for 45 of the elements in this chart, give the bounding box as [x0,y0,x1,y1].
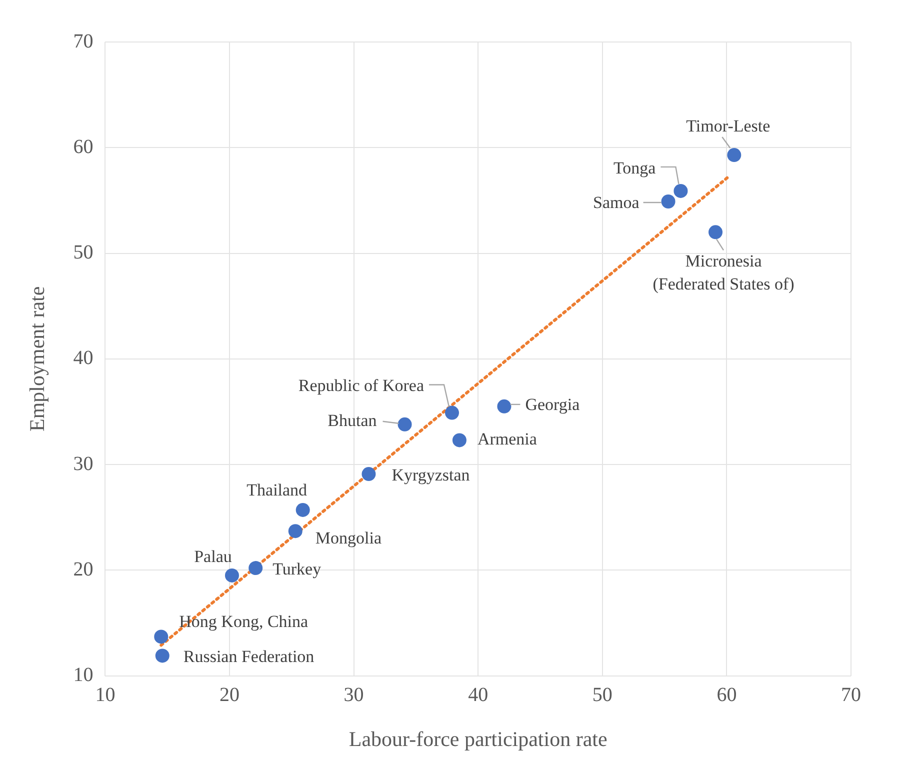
point [661,194,676,209]
point [497,399,512,414]
y-tick-label: 70 [73,30,94,52]
annotation: Turkey [272,560,322,579]
x-tick-label: 10 [95,684,116,706]
annotation: Thailand [246,480,308,500]
x-tick-label: 50 [592,684,612,706]
x-axis-title: Labour-force participation rate [348,726,608,751]
annotation: Georgia [525,394,580,414]
annotation: Armenia [477,430,538,449]
x-tick-label: 20 [220,684,240,706]
annotation: Palau [194,546,232,566]
point [674,184,688,198]
annotation: Bhutan [328,410,378,430]
annotation: Kyrgyzstan [392,466,470,485]
annotation: Micronesia (Federated States of) [652,252,794,294]
y-tick-label: 40 [73,347,94,370]
x-tick-label: 30 [344,684,364,706]
point [362,467,376,482]
point [452,433,466,448]
annotation: Timor-Leste [686,116,770,136]
annotation: Tonga [613,158,656,178]
y-tick-label: 60 [73,136,94,158]
point [155,648,170,663]
x-tick-label: 40 [468,684,488,706]
point [398,417,412,432]
annotation: Samoa [593,192,640,212]
y-tick-label: 30 [73,452,94,475]
annotation: Russian Federation [183,647,315,666]
point [224,568,239,582]
point [727,148,742,162]
point [444,406,459,420]
y-axis-title: Employment rate [25,286,50,432]
annotation: Mongolia [315,528,382,548]
y-tick-label: 50 [73,242,94,264]
x-tick-label: 70 [841,684,861,706]
point [288,524,302,538]
annotation: Republic of Korea [298,376,424,396]
point [154,630,168,644]
point [708,225,723,240]
x-tick-label: 60 [716,684,737,706]
point [296,502,310,517]
y-tick-label: 10 [73,664,94,686]
y-tick-label: 20 [73,558,94,580]
point [248,561,263,576]
